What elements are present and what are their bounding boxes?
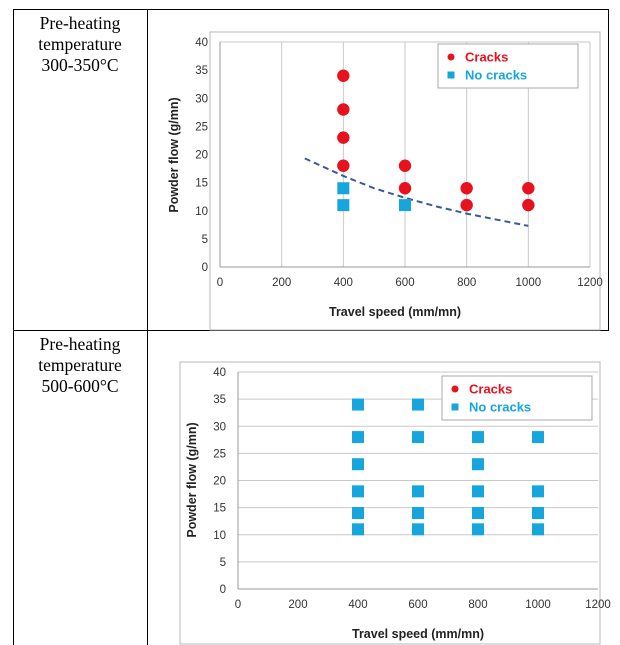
table-column-divider <box>147 9 148 645</box>
scatter-chart-500-600: 0 200 400 600 800 1000 1200 0 5 10 15 20 25 30 35 40 Tra… <box>179 361 611 645</box>
x-axis-title: Travel speed (mm/mn) <box>352 627 484 641</box>
table-left-border <box>13 9 14 645</box>
data-point-no-cracks <box>532 431 544 444</box>
row-label-line: 300-350°C <box>41 55 119 75</box>
data-point-no-cracks <box>352 485 364 498</box>
data-point-no-cracks <box>532 485 544 498</box>
data-point-cracks <box>398 159 412 172</box>
data-point-cracks <box>460 198 473 212</box>
data-point-no-cracks <box>399 199 411 212</box>
data-point-no-cracks <box>472 523 484 536</box>
row-label-line: temperature <box>38 355 122 375</box>
x-tick-label: 0 <box>217 277 223 289</box>
table-row-divider <box>13 330 609 331</box>
legend-marker-cracks <box>451 385 459 393</box>
data-point-no-cracks <box>472 458 484 471</box>
y-tick-label: 30 <box>195 93 208 105</box>
y-tick-label: 15 <box>195 178 208 190</box>
row-label-preheat-300-350: Pre-heating temperature 300-350°C <box>14 13 146 76</box>
y-tick-label: 30 <box>213 421 226 433</box>
y-tick-label: 0 <box>202 262 208 274</box>
y-tick-label: 0 <box>220 584 226 596</box>
y-tick-label: 20 <box>195 150 208 162</box>
x-tick-label: 800 <box>457 277 476 289</box>
y-tick-label: 25 <box>195 121 208 133</box>
legend-label: No cracks <box>465 68 527 83</box>
trend-line <box>304 157 529 227</box>
data-point-no-cracks <box>412 523 424 536</box>
legend-marker-cracks <box>447 53 455 61</box>
y-axis-title: Powder flow (g/mn) <box>185 422 199 537</box>
x-tick-label: 400 <box>334 277 353 289</box>
data-point-no-cracks <box>412 485 424 498</box>
x-tick-label: 600 <box>408 599 427 611</box>
y-axis-title: Powder flow (g/mn) <box>167 97 181 212</box>
x-axis-title: Travel speed (mm/mn) <box>329 305 461 319</box>
x-tick-label: 200 <box>288 599 307 611</box>
data-point-no-cracks <box>532 507 544 520</box>
data-point-no-cracks <box>412 398 424 411</box>
row-label-preheat-500-600: Pre-heating temperature 500-600°C <box>14 334 146 397</box>
data-point-no-cracks <box>532 523 544 536</box>
data-point-cracks <box>522 198 535 212</box>
data-point-cracks <box>398 182 412 195</box>
x-tick-label: 800 <box>468 599 487 611</box>
row-label-line: temperature <box>38 34 122 54</box>
data-point-no-cracks <box>352 458 364 471</box>
x-tick-label: 400 <box>348 599 367 611</box>
data-point-no-cracks <box>352 398 364 411</box>
x-tick-label: 0 <box>235 599 241 611</box>
results-table: Pre-heating temperature 300-350°C Pre-he… <box>13 9 609 645</box>
legend-box <box>437 43 579 89</box>
legend-label: No cracks <box>469 400 531 415</box>
legend-label: Cracks <box>469 382 512 397</box>
x-tick-label: 600 <box>395 277 414 289</box>
x-tick-label: 1000 <box>525 599 551 611</box>
y-tick-label: 40 <box>213 367 226 379</box>
y-tick-label: 10 <box>195 206 208 218</box>
data-point-cracks <box>337 159 350 172</box>
legend-label: Cracks <box>465 50 508 65</box>
row-label-line: 500-600°C <box>41 376 119 396</box>
data-point-no-cracks <box>412 431 424 444</box>
y-tick-label: 40 <box>195 37 208 49</box>
legend-box <box>441 375 593 421</box>
data-point-no-cracks <box>352 507 364 520</box>
data-point-cracks <box>337 131 350 144</box>
y-tick-label: 25 <box>213 448 226 460</box>
data-point-cracks <box>337 103 350 116</box>
y-tick-label: 5 <box>202 234 208 246</box>
data-point-no-cracks <box>337 182 350 195</box>
data-point-no-cracks <box>352 431 364 444</box>
y-tick-label: 5 <box>220 557 226 569</box>
x-tick-label: 1200 <box>585 599 611 611</box>
row-label-line: Pre-heating <box>39 334 121 354</box>
y-tick-label: 35 <box>213 394 226 406</box>
x-tick-label: 1200 <box>577 277 603 289</box>
table-right-border <box>608 9 609 330</box>
data-point-no-cracks <box>337 199 350 212</box>
legend-marker-no-cracks <box>451 403 459 411</box>
y-tick-label: 35 <box>195 65 208 77</box>
data-point-no-cracks <box>472 485 484 498</box>
legend-marker-no-cracks <box>447 71 455 79</box>
row-label-line: Pre-heating <box>39 13 121 33</box>
table-top-border <box>13 9 609 10</box>
data-point-cracks <box>522 182 535 195</box>
data-point-no-cracks <box>352 523 364 536</box>
y-tick-label: 15 <box>213 503 226 515</box>
x-tick-label: 1000 <box>516 277 542 289</box>
y-tick-label: 10 <box>213 530 226 542</box>
data-point-cracks <box>337 69 350 82</box>
x-tick-label: 200 <box>272 277 291 289</box>
data-point-cracks <box>460 182 473 195</box>
data-point-no-cracks <box>412 507 424 520</box>
y-tick-label: 20 <box>213 476 226 488</box>
scatter-chart-300-350: 0 200 400 600 800 1000 1200 0 5 10 15 20 25 30 35 40 Tra… <box>167 31 603 331</box>
data-point-no-cracks <box>472 431 484 444</box>
data-point-no-cracks <box>472 507 484 520</box>
